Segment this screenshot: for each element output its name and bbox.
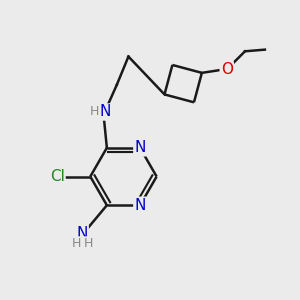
- Text: O: O: [221, 62, 233, 77]
- Text: H: H: [90, 106, 99, 118]
- Text: H: H: [71, 237, 81, 250]
- Text: H: H: [83, 237, 93, 250]
- Text: Cl: Cl: [50, 169, 64, 184]
- Text: N: N: [134, 198, 146, 213]
- Text: N: N: [100, 104, 111, 119]
- Text: N: N: [134, 140, 146, 155]
- Text: N: N: [76, 226, 88, 241]
